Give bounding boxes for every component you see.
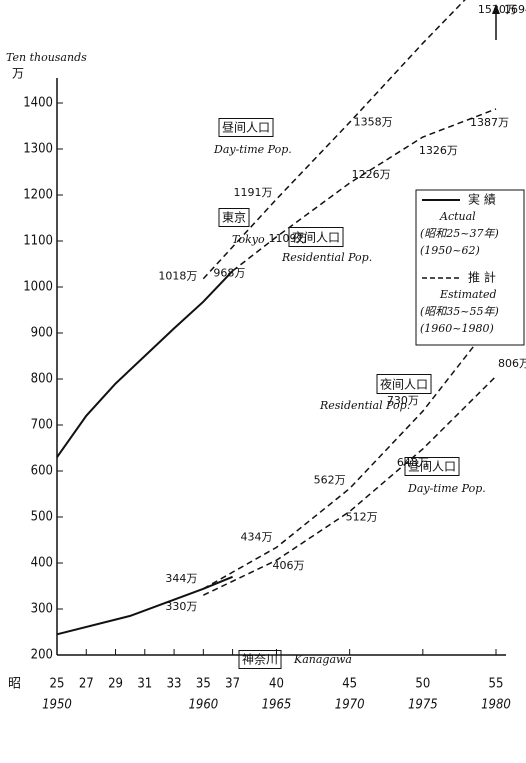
- x-tick-label: 55: [489, 677, 504, 692]
- value-label: 1694万: [504, 3, 526, 16]
- series-line: [56, 270, 234, 458]
- annotation-box: [404, 457, 460, 476]
- x-tick-label: 29: [108, 677, 123, 692]
- value-label: 1387万: [470, 116, 509, 129]
- value-label: 512万: [346, 510, 378, 523]
- arrow-head: [492, 4, 500, 14]
- annotation-box: [218, 208, 250, 227]
- value-label: 330万: [165, 600, 197, 613]
- annotation: Day-time Pop.: [213, 143, 292, 156]
- value-label: 406万: [273, 559, 305, 572]
- legend-line: (昭和35~55年): [420, 305, 499, 318]
- x-era: 昭: [8, 677, 21, 692]
- legend-box: [415, 189, 525, 346]
- value-label: 562万: [314, 473, 346, 486]
- x-tick-label: 40: [269, 677, 284, 692]
- y-tick-label: 300: [31, 602, 53, 617]
- y-tick-label: 1100: [23, 234, 53, 249]
- x-tick-label-western: 1975: [408, 698, 438, 713]
- value-label: 1358万: [354, 115, 393, 128]
- y-tick-label: 1200: [23, 188, 53, 203]
- y-tick-label: 600: [31, 464, 53, 479]
- series-line: [202, 317, 497, 590]
- annotation: 夜间人口: [292, 230, 340, 245]
- value-label: 730万: [387, 394, 419, 407]
- y-tick-label: 900: [31, 326, 53, 341]
- legend-line: (1960~1980): [420, 322, 494, 335]
- x-tick-label-western: 1950: [42, 698, 72, 713]
- y-tick-label: 1300: [23, 142, 53, 157]
- annotation: Tokyo: [232, 233, 265, 246]
- y-tick-label: 400: [31, 556, 53, 571]
- value-label: 1191万: [234, 186, 273, 199]
- annotation: 神奈川: [242, 653, 278, 667]
- x-tick-label: 31: [137, 677, 152, 692]
- y-axis-label: Ten thousands: [6, 51, 87, 64]
- x-tick-label-western: 1970: [335, 698, 365, 713]
- x-tick-label: 45: [342, 677, 357, 692]
- annotation-box: [376, 374, 432, 394]
- annotation: Kanagawa: [293, 653, 352, 666]
- value-label: 434万: [241, 530, 273, 543]
- x-tick-label-western: 1980: [481, 698, 511, 713]
- x-tick-label: 33: [167, 677, 182, 692]
- y-tick-label: 500: [31, 510, 53, 525]
- series-line: [202, 0, 466, 280]
- x-tick-label: 37: [225, 677, 240, 692]
- legend-line: (昭和25~37年): [420, 227, 499, 240]
- value-label: 1530万: [478, 3, 517, 16]
- annotation: Day-time Pop.: [407, 482, 486, 495]
- legend-label: 推 計: [468, 270, 496, 285]
- annotation: 東京: [222, 211, 246, 225]
- value-label: 1326万: [419, 144, 458, 157]
- value-label: 806万: [498, 357, 526, 370]
- annotation-box: [238, 650, 282, 669]
- series-line: [203, 375, 497, 596]
- annotation-box: [288, 227, 344, 247]
- y-axis-unit: 万: [12, 67, 24, 81]
- value-label: 344万: [165, 572, 197, 585]
- value-label: 1226万: [352, 168, 391, 181]
- y-tick-label: 200: [31, 648, 53, 663]
- series-line: [56, 575, 233, 636]
- legend-line: Actual: [439, 210, 476, 223]
- annotation: 夜间人口: [380, 377, 428, 392]
- x-tick-label: 50: [415, 677, 430, 692]
- annotation: 昼间人口: [408, 460, 456, 474]
- value-label: 1018万: [158, 270, 197, 283]
- y-tick-label: 1400: [23, 96, 53, 111]
- x-tick-label-western: 1960: [188, 698, 218, 713]
- annotation: 昼间人口: [222, 121, 270, 135]
- x-tick-label: 27: [79, 677, 94, 692]
- legend-label: 実 績: [468, 192, 496, 207]
- y-tick-label: 700: [31, 418, 53, 433]
- annotation-box: [218, 118, 274, 137]
- value-label: 968万: [213, 267, 245, 280]
- legend-line: Estimated: [439, 288, 497, 301]
- y-tick-label: 1000: [23, 280, 53, 295]
- x-tick-label: 25: [50, 677, 65, 692]
- legend-line: (1950~62): [420, 244, 480, 257]
- x-tick-label-western: 1965: [262, 698, 292, 713]
- x-tick-label: 35: [196, 677, 211, 692]
- annotation: Residential Pop.: [281, 251, 372, 264]
- annotation: Residential Pop.: [319, 399, 410, 412]
- value-label: 1109万: [269, 232, 308, 245]
- y-tick-label: 800: [31, 372, 53, 387]
